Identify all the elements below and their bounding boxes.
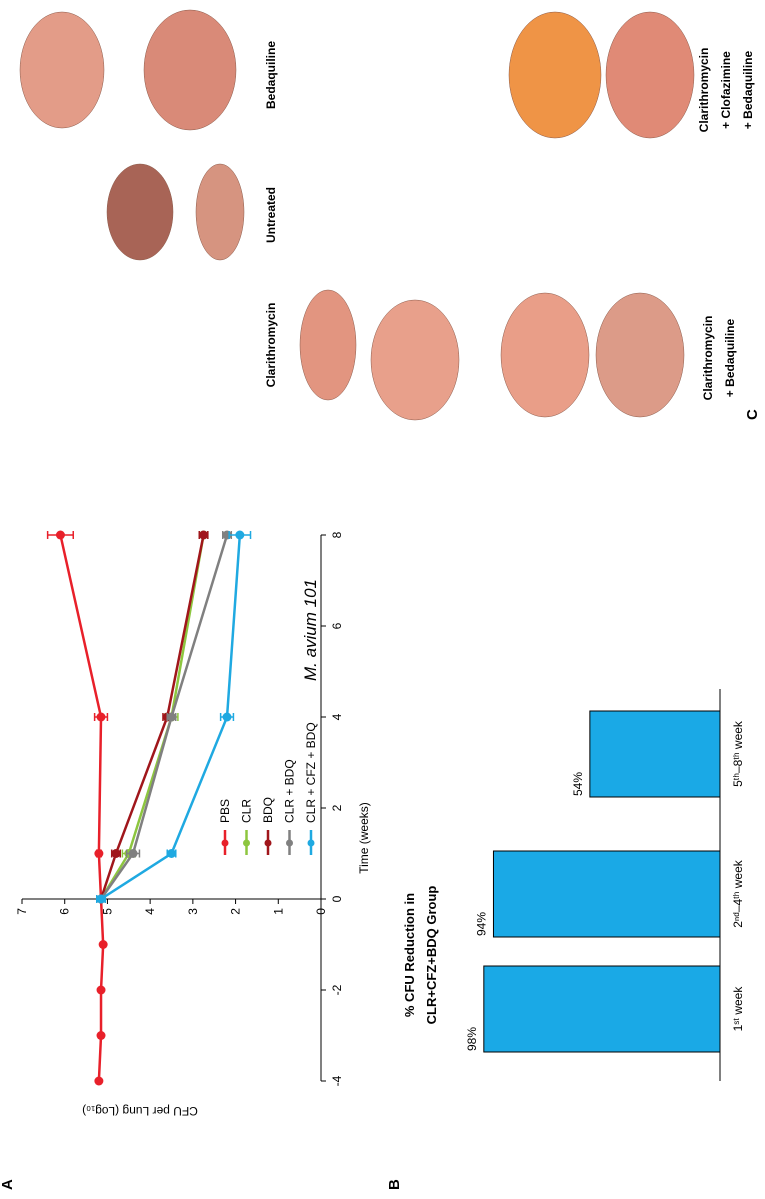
x-tick-label: 6	[330, 622, 344, 629]
lung-photo	[500, 292, 590, 418]
series-line	[99, 534, 205, 900]
y-tick-label: 4	[143, 908, 157, 915]
y-tick-label: 3	[186, 908, 200, 915]
lung-photo	[605, 11, 695, 139]
y-axis-title: CFU per Lung (Log₁₀)	[82, 1104, 198, 1118]
legend-marker	[243, 839, 250, 847]
legend-label: CLR	[240, 799, 254, 823]
lung-photos	[19, 9, 695, 421]
y-tick-label: 5	[100, 908, 114, 915]
photo-label: + Clofazimine	[719, 51, 733, 129]
photo-label: Untreated	[264, 187, 278, 243]
data-point	[94, 1076, 104, 1086]
bar	[589, 710, 721, 798]
y-tick-label: 0	[314, 908, 328, 915]
data-point	[235, 530, 245, 540]
photo-label: Clarithromycin	[697, 48, 711, 133]
x-axis-title: Time (weeks)	[357, 802, 371, 874]
annotation: M. avium 101	[301, 579, 320, 681]
data-point	[55, 530, 65, 540]
legend-marker	[221, 839, 229, 847]
x-tick-label: 2ⁿᵈ–4ᵗʰ week	[731, 859, 745, 928]
y-tick-label: 6	[58, 908, 72, 915]
lung-photo	[299, 289, 357, 401]
data-point	[96, 894, 106, 904]
legend-marker	[307, 839, 315, 847]
photo-label: + Bedaquiline	[723, 319, 737, 398]
data-point	[222, 712, 232, 722]
data-point	[111, 849, 121, 858]
legend-label: PBS	[218, 799, 232, 823]
chart-title: % CFU Reduction in	[402, 893, 417, 1017]
data-point	[96, 712, 106, 722]
lung-photo	[508, 11, 602, 139]
data-point	[167, 712, 176, 722]
chart-title: CLR+CFZ+BDQ Group	[424, 886, 439, 1025]
x-tick-label: 4	[330, 713, 344, 720]
data-point	[96, 985, 106, 995]
x-tick-label: 8	[330, 531, 344, 538]
bar	[492, 850, 721, 938]
value-label: 54%	[571, 772, 585, 796]
x-tick-label: 5ᵗʰ–8ᵗʰ week	[731, 720, 745, 787]
lung-photo	[106, 163, 174, 261]
lung-photo	[195, 163, 245, 261]
photo-label: + Bedaquiline	[741, 51, 755, 130]
y-tick-label: 1	[271, 908, 285, 915]
x-tick-label: 0	[330, 895, 344, 902]
x-tick-label: -4	[330, 1075, 344, 1086]
data-point	[94, 849, 104, 858]
legend-label: CLR + CFZ + BDQ	[304, 722, 318, 823]
data-point	[199, 530, 209, 540]
bar	[483, 965, 721, 1053]
y-tick-label: 2	[229, 908, 243, 915]
panel-label: B	[386, 1179, 403, 1190]
series-line	[99, 534, 205, 900]
x-tick-label: 1ˢᵗ week	[731, 986, 745, 1032]
legend-label: CLR + BDQ	[283, 759, 297, 823]
lung-photo	[370, 299, 460, 421]
legend-label: BDQ	[261, 797, 275, 823]
photo-label: Clarithromycin	[264, 303, 278, 388]
legend-marker	[286, 839, 293, 847]
series-line	[59, 534, 105, 1082]
data-point	[167, 849, 176, 858]
series-line	[99, 534, 229, 900]
y-tick-label: 7	[15, 908, 29, 915]
x-tick-label: 2	[330, 804, 344, 811]
panel-label: C	[744, 409, 761, 420]
series-line	[100, 534, 242, 901]
legend-marker	[264, 839, 272, 847]
photo-label: Clarithromycin	[701, 316, 715, 401]
lung-photo	[19, 11, 105, 129]
value-label: 94%	[474, 912, 488, 936]
data-point	[96, 1031, 106, 1040]
value-label: 98%	[465, 1027, 479, 1051]
data-point	[128, 849, 138, 858]
photo-label: Bedaquiline	[264, 41, 278, 109]
panel-label: A	[0, 1179, 16, 1190]
x-tick-label: -2	[330, 984, 344, 995]
lung-photo	[143, 9, 237, 131]
lung-photo	[595, 292, 685, 418]
rotated-figure: A B C -4 -2 0 2 4 6 8 0 1 2 3 4 5 6 7 Time (weeks) CFU per …	[0, 9, 761, 1190]
data-point	[98, 940, 108, 949]
